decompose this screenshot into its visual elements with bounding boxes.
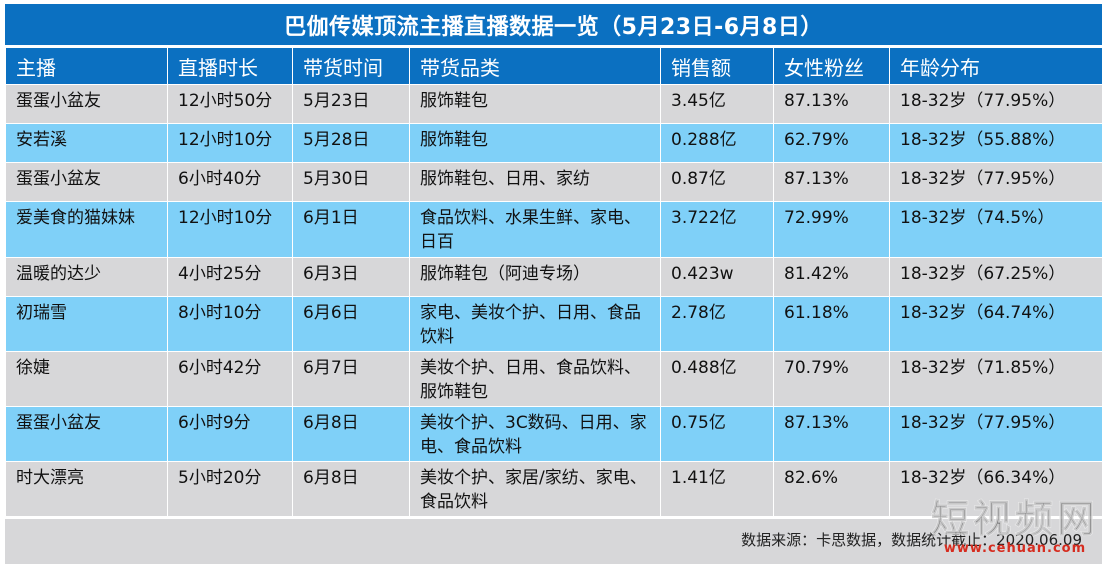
cell-sales: 0.75亿 [660,406,774,462]
cell-age-distribution: 18-32岁（55.88%） [889,123,1103,163]
cell-age-distribution: 18-32岁（77.95%） [889,84,1103,124]
cell-female-fans: 87.13% [773,84,890,124]
table-row: 爱美食的猫妹妹 12小时10分 6月1日 食品饮料、水果生鲜、家电、日百 3.7… [5,201,1103,258]
table-row: 蛋蛋小盆友 6小时9分 6月8日 美妆个护、3C数码、日用、家电、食品饮料 0.… [5,406,1103,462]
cell-category: 美妆个护、日用、食品饮料、服饰鞋包 [409,351,661,407]
cell-anchor: 时大漂亮 [5,461,168,517]
cell-duration: 8小时10分 [167,296,293,352]
cell-anchor: 徐婕 [5,351,168,407]
cell-duration: 12小时50分 [167,84,293,124]
cell-female-fans: 87.13% [773,406,890,462]
table-row: 初瑞雪 8小时10分 6月6日 家电、美妆个护、日用、食品饮料 2.78亿 61… [5,296,1103,352]
header-duration: 直播时长 [167,47,293,85]
cell-female-fans: 72.99% [773,201,890,258]
table-row: 蛋蛋小盆友 12小时50分 5月23日 服饰鞋包 3.45亿 87.13% 18… [5,84,1103,124]
cell-category: 服饰鞋包、日用、家纺 [409,162,661,202]
cell-anchor: 初瑞雪 [5,296,168,352]
cell-female-fans: 82.6% [773,461,890,517]
cell-duration: 6小时9分 [167,406,293,462]
cell-date: 5月23日 [292,84,410,124]
cell-anchor: 安若溪 [5,123,168,163]
header-category: 带货品类 [409,47,661,85]
cell-sales: 1.41亿 [660,461,774,517]
table-row: 温暖的达少 4小时25分 6月3日 服饰鞋包（阿迪专场） 0.423w 81.4… [5,257,1103,297]
cell-sales: 3.722亿 [660,201,774,258]
cell-date: 6月6日 [292,296,410,352]
cell-anchor: 爱美食的猫妹妹 [5,201,168,258]
cell-category: 服饰鞋包 [409,84,661,124]
cell-female-fans: 87.13% [773,162,890,202]
cell-anchor: 蛋蛋小盆友 [5,162,168,202]
live-stream-data-table: 主播 直播时长 带货时间 带货品类 销售额 女性粉丝 年龄分布 蛋蛋小盆友 12… [5,47,1103,517]
cell-category: 家电、美妆个护、日用、食品饮料 [409,296,661,352]
cell-sales: 2.78亿 [660,296,774,352]
table-row: 徐婕 6小时42分 6月7日 美妆个护、日用、食品饮料、服饰鞋包 0.488亿 … [5,351,1103,407]
cell-female-fans: 81.42% [773,257,890,297]
cell-anchor: 蛋蛋小盆友 [5,84,168,124]
table-row: 时大漂亮 5小时20分 6月8日 美妆个护、家居/家纺、家电、食品饮料 1.41… [5,461,1103,517]
cell-duration: 12小时10分 [167,201,293,258]
cell-sales: 0.288亿 [660,123,774,163]
cell-age-distribution: 18-32岁（67.25%） [889,257,1103,297]
cell-age-distribution: 18-32岁（64.74%） [889,296,1103,352]
cell-sales: 3.45亿 [660,84,774,124]
table-header-row: 主播 直播时长 带货时间 带货品类 销售额 女性粉丝 年龄分布 [5,47,1103,85]
cell-sales: 0.87亿 [660,162,774,202]
cell-female-fans: 61.18% [773,296,890,352]
cell-female-fans: 62.79% [773,123,890,163]
cell-duration: 5小时20分 [167,461,293,517]
cell-date: 6月1日 [292,201,410,258]
cell-category: 美妆个护、家居/家纺、家电、食品饮料 [409,461,661,517]
cell-anchor: 蛋蛋小盆友 [5,406,168,462]
cell-date: 5月30日 [292,162,410,202]
table-row: 蛋蛋小盆友 6小时40分 5月30日 服饰鞋包、日用、家纺 0.87亿 87.1… [5,162,1103,202]
cell-duration: 12小时10分 [167,123,293,163]
cell-anchor: 温暖的达少 [5,257,168,297]
header-female-fans: 女性粉丝 [773,47,890,85]
cell-duration: 6小时42分 [167,351,293,407]
cell-age-distribution: 18-32岁（77.95%） [889,406,1103,462]
cell-date: 6月3日 [292,257,410,297]
header-age-distribution: 年龄分布 [889,47,1103,85]
cell-age-distribution: 18-32岁（74.5%） [889,201,1103,258]
cell-category: 服饰鞋包 [409,123,661,163]
data-source-note: 数据来源：卡思数据，数据统计截止：2020.06.09 [741,531,1082,549]
cell-category: 服饰鞋包（阿迪专场） [409,257,661,297]
table-footer: 数据来源：卡思数据，数据统计截止：2020.06.09 [5,519,1102,564]
cell-date: 5月28日 [292,123,410,163]
cell-date: 6月8日 [292,461,410,517]
cell-age-distribution: 18-32岁（66.34%） [889,461,1103,517]
cell-sales: 0.488亿 [660,351,774,407]
cell-age-distribution: 18-32岁（77.95%） [889,162,1103,202]
header-anchor: 主播 [5,47,168,85]
cell-duration: 6小时40分 [167,162,293,202]
cell-date: 6月7日 [292,351,410,407]
header-date: 带货时间 [292,47,410,85]
cell-age-distribution: 18-32岁（71.85%） [889,351,1103,407]
cell-category: 美妆个护、3C数码、日用、家电、食品饮料 [409,406,661,462]
cell-date: 6月8日 [292,406,410,462]
table-row: 安若溪 12小时10分 5月28日 服饰鞋包 0.288亿 62.79% 18-… [5,123,1103,163]
cell-female-fans: 70.79% [773,351,890,407]
header-sales: 销售额 [660,47,774,85]
table-title: 巴伽传媒顶流主播直播数据一览（5月23日-6月8日） [5,4,1102,45]
cell-sales: 0.423w [660,257,774,297]
cell-category: 食品饮料、水果生鲜、家电、日百 [409,201,661,258]
cell-duration: 4小时25分 [167,257,293,297]
